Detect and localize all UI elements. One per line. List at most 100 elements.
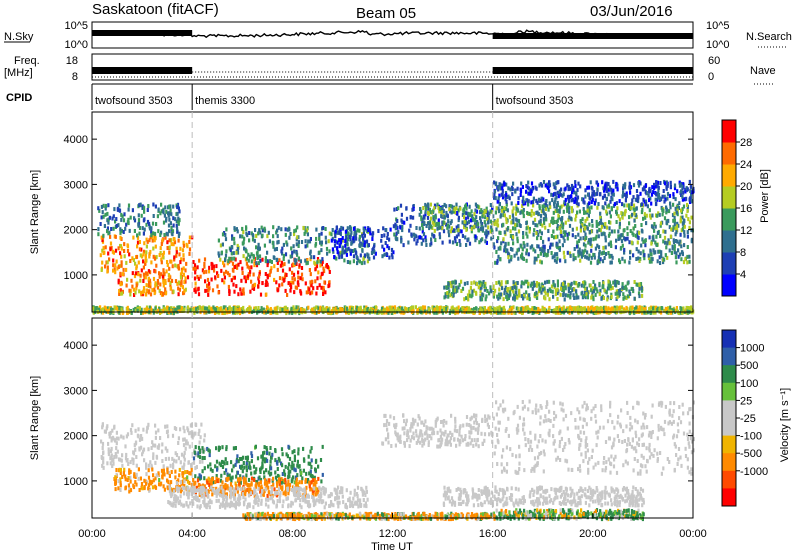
- velocity-colorbar-tick-label: -25: [740, 413, 756, 425]
- power-colorbar-tick-label: 8: [740, 247, 746, 259]
- power-colorbar-tick-label: 16: [740, 203, 752, 215]
- power-colorbar-swatch: [722, 274, 736, 297]
- power-colorbar-swatch: [722, 164, 736, 187]
- velocity-echo-region: [100, 422, 206, 471]
- velocity-colorbar-swatch: [722, 330, 736, 349]
- power-echo-region: [92, 305, 695, 316]
- power-echo-region: [97, 202, 181, 238]
- power-colorbar-swatch: [722, 186, 736, 209]
- freq-block-twofsound: [492, 67, 693, 74]
- power-echo-region: [492, 229, 693, 266]
- power-colorbar-swatch: [722, 208, 736, 231]
- y-tick-label: 1000: [64, 476, 88, 488]
- velocity-echo-region: [381, 413, 495, 449]
- date-title: 03/Jun/2016: [590, 3, 673, 20]
- y-tick-label: 4000: [64, 340, 88, 352]
- time-axis-label: Time UT: [371, 541, 413, 553]
- power-colorbar-tick-label: 24: [740, 159, 752, 171]
- y-tick-label: 3000: [64, 179, 88, 191]
- power-echo-region: [192, 256, 331, 297]
- freq-label-2: [MHz]: [4, 67, 33, 79]
- freq-panel: Freq. [MHz] 18 8 60 0 Nave: [4, 53, 776, 85]
- velocity-colorbar-swatch: [722, 453, 736, 472]
- x-tick-label: 04:00: [178, 528, 206, 540]
- nave-label: Nave: [750, 65, 776, 77]
- power-colorbar-label: Power [dB]: [759, 169, 771, 223]
- y-tick-label: 3000: [64, 385, 88, 397]
- velocity-x-ticks: 00:00 04:00 08:00 12:00 16:00 20:00 00:00: [78, 513, 707, 540]
- power-echo-region: [443, 279, 644, 302]
- noise-tick-left-bottom: 10^0: [64, 39, 88, 51]
- x-tick-label: 16:00: [479, 528, 507, 540]
- freq-tick-left-top: 18: [66, 55, 78, 67]
- cpid-segment-label: twofsound 3503: [496, 95, 574, 107]
- velocity-colorbar-tick-label: 1000: [740, 343, 764, 355]
- velocity-colorbar-tick-label: -1000: [740, 466, 768, 478]
- velocity-colorbar-tick-label: 25: [740, 395, 752, 407]
- power-colorbar-swatch: [722, 120, 736, 143]
- velocity-colorbar-tick-label: -500: [740, 448, 762, 460]
- power-echoes: [92, 179, 695, 316]
- velocity-echo-region: [442, 485, 645, 508]
- power-colorbar-tick-label: 12: [740, 225, 752, 237]
- power-echo-region: [99, 234, 194, 275]
- x-tick-label: 08:00: [279, 528, 307, 540]
- nsky-label: N.Sky: [4, 31, 34, 43]
- power-colorbar: 4 8 12 16 20 24 28 Power [dB]: [721, 119, 771, 297]
- cpid-panel: CPID twofsound 3503 themis 3300 twofsound …: [6, 83, 693, 110]
- x-tick-label: 20:00: [579, 528, 607, 540]
- power-colorbar-tick-label: 20: [740, 181, 752, 193]
- velocity-colorbar-tick-label: 500: [740, 360, 758, 372]
- power-colorbar-swatch: [722, 230, 736, 253]
- power-panel: 1000 2000 3000 4000 Slant Range [km]: [29, 111, 695, 316]
- noise-trace: [91, 29, 694, 39]
- nsearch-label: N.Search: [746, 31, 792, 43]
- site-title: Saskatoon (fitACF): [92, 1, 219, 18]
- noise-dense-block: [92, 30, 193, 36]
- noise-panel: N.Sky 10^5 10^0 10^5 10^0 N.Search: [4, 20, 792, 51]
- power-y-label: Slant Range [km]: [29, 170, 41, 254]
- y-tick-label: 2000: [64, 225, 88, 237]
- power-y-ticks: 1000 2000 3000 4000: [64, 134, 693, 282]
- cpid-segment-label: themis 3300: [195, 95, 255, 107]
- freq-tick-left-bottom: 8: [72, 71, 78, 83]
- freq-tick-right-top: 60: [708, 55, 720, 67]
- velocity-colorbar-swatch: [722, 418, 736, 437]
- velocity-colorbar-label: Velocity [m s⁻¹]: [779, 388, 791, 462]
- power-echo-region: [117, 271, 190, 297]
- freq-label-1: Freq.: [14, 55, 40, 67]
- velocity-colorbar-swatch: [722, 382, 736, 401]
- velocity-echo-region: [167, 485, 369, 510]
- freq-tick-right-bottom: 0: [708, 71, 714, 83]
- noise-tick-right-bottom: 10^0: [706, 39, 730, 51]
- noise-tick-left-top: 10^5: [64, 20, 88, 32]
- velocity-colorbar-swatch: [722, 347, 736, 366]
- power-echo-region: [418, 202, 694, 234]
- velocity-colorbar-swatch: [722, 488, 736, 507]
- power-colorbar-tick-label: 4: [740, 269, 746, 281]
- freq-block-twofsound: [92, 67, 193, 74]
- velocity-colorbar-tick-label: 100: [740, 378, 758, 390]
- x-tick-label: 12:00: [379, 528, 407, 540]
- beam-title: Beam 05: [356, 5, 416, 22]
- velocity-echo-region: [492, 508, 645, 522]
- x-tick-label: 00:00: [78, 528, 106, 540]
- velocity-colorbar-tick-label: -100: [740, 431, 762, 443]
- freq-trace: [92, 67, 693, 78]
- velocity-echo-region: [493, 399, 695, 476]
- noise-dense-block: [492, 33, 693, 39]
- power-colorbar-tick-label: 28: [740, 137, 752, 149]
- x-tick-label: 00:00: [679, 528, 707, 540]
- y-tick-label: 2000: [64, 431, 88, 443]
- velocity-echoes: [100, 399, 695, 522]
- velocity-colorbar-swatch: [722, 400, 736, 419]
- velocity-y-label: Slant Range [km]: [29, 376, 41, 460]
- velocity-y-ticks: 1000 2000 3000 4000: [64, 340, 693, 488]
- power-echo-region: [330, 225, 395, 261]
- velocity-colorbar-swatch: [722, 435, 736, 454]
- noise-tick-right-top: 10^5: [706, 20, 730, 32]
- mode-change-lines: [191, 112, 494, 518]
- power-echo-region: [493, 179, 695, 207]
- velocity-echo-region: [242, 511, 494, 522]
